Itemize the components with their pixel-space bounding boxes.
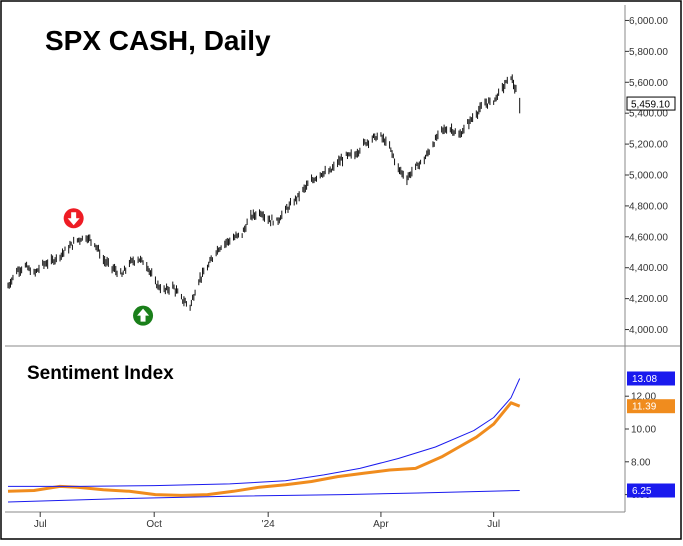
sentiment-tag-label: 13.08: [632, 374, 657, 385]
price-y-tick-label: 4,800.00: [629, 201, 668, 212]
price-y-tick-label: 6,000.00: [629, 16, 668, 27]
buy-arrow-glyph: [137, 308, 150, 322]
last-price-tag: 5,459.10: [626, 96, 676, 111]
sentiment-tag-label: 6.25: [632, 486, 652, 497]
x-axis: Jul Oct '24 Apr Jul: [34, 512, 500, 530]
price-y-tick-label: 5,000.00: [629, 171, 668, 182]
x-tick-label: Oct: [146, 519, 162, 530]
sentiment-series: [7, 378, 521, 503]
lower-band-line: [7, 490, 520, 503]
price-y-tick-label: 4,200.00: [629, 294, 668, 305]
x-tick-label: Jul: [34, 519, 47, 530]
sell-arrow-glyph: [67, 212, 80, 226]
sentiment-tag-box: [627, 399, 675, 414]
last-price-label: 5,459.10: [631, 100, 670, 111]
price-y-tick-label: 5,400.00: [629, 109, 668, 120]
sentiment-title: Sentiment Index: [27, 363, 174, 384]
sentiment-y-tick-label: 10.00: [631, 425, 656, 436]
sentiment-value-tags: 13.08 11.39 6.25: [627, 371, 675, 498]
chart-title: SPX CASH, Daily: [45, 25, 271, 56]
price-y-tick-label: 4,600.00: [629, 232, 668, 243]
price-y-tick-label: 4,400.00: [629, 263, 668, 274]
price-y-tick-label: 5,200.00: [629, 140, 668, 151]
sentiment-y-tick-label: 12.00: [631, 392, 656, 403]
x-tick-label: Jul: [487, 519, 500, 530]
signal-arrows: [63, 208, 154, 326]
sentiment-line: [7, 401, 521, 497]
buy-arrow-icon: [133, 305, 154, 326]
sell-arrow-icon: [63, 208, 84, 229]
sentiment-tag-box: [627, 371, 675, 386]
price-y-axis: 6,000.00 5,800.00 5,600.00 5,400.00 5,200.00…: [625, 16, 668, 336]
x-tick-label: Apr: [373, 519, 389, 530]
upper-band-line: [8, 378, 521, 487]
x-tick-label: '24: [262, 519, 275, 530]
price-y-tick-label: 5,800.00: [629, 47, 668, 58]
price-y-tick-label: 5,600.00: [629, 78, 668, 89]
price-y-tick-label: 4,000.00: [629, 325, 668, 336]
sentiment-y-tick-label: 8.00: [631, 457, 651, 468]
sentiment-tag-box: [627, 483, 675, 498]
price-series: [7, 74, 521, 311]
last-price-tag-box: [626, 96, 676, 111]
sentiment-tag-label: 11.39: [632, 402, 657, 413]
